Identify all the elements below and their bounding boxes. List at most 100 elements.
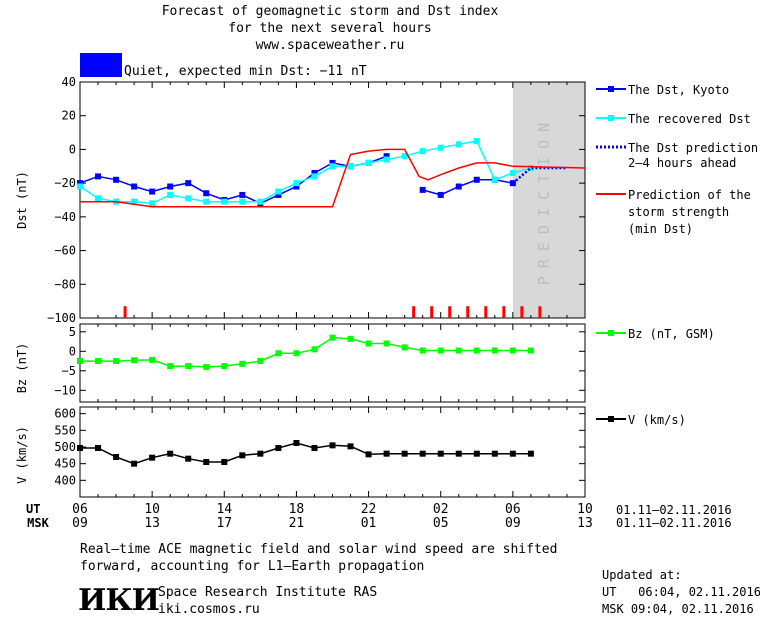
v-ytick-label: 400 — [54, 473, 76, 487]
bz-point — [401, 344, 408, 351]
kyoto-point — [131, 183, 138, 190]
recovered-point — [347, 163, 354, 170]
legend-storm-label-2: storm strength — [628, 205, 730, 219]
recovered-point — [167, 191, 174, 198]
bz-point — [311, 346, 318, 353]
legend-v-symbol — [596, 416, 626, 422]
ut-tick-label: 06 — [72, 502, 88, 517]
updated-ut-time: UT 06:04, 02.11.2016 — [602, 585, 760, 599]
v-ytick-label: 500 — [54, 440, 76, 454]
bz-point — [419, 347, 426, 354]
recovered-point — [509, 170, 516, 177]
bz-point — [383, 340, 390, 347]
msk-date-range: 01.11–02.11.2016 — [616, 516, 732, 530]
v-point — [347, 443, 354, 450]
legend-kyoto-label: The Dst, Kyoto — [628, 83, 730, 97]
v-frame — [79, 406, 586, 498]
prediction-zone-label: PREDICTION — [535, 115, 553, 285]
ut-axis-label: UT — [26, 502, 40, 516]
kyoto-point — [275, 191, 282, 198]
bz-line — [80, 336, 531, 368]
bz-point — [257, 358, 264, 365]
v-point — [329, 442, 336, 449]
bz-point — [95, 358, 102, 365]
kyoto-point — [455, 183, 462, 190]
bz-point — [365, 340, 372, 347]
bz-point — [221, 363, 228, 370]
recovered-point — [401, 153, 408, 160]
kyoto-point — [149, 188, 156, 195]
updated-label: Updated at: — [602, 568, 682, 582]
bz-point — [455, 347, 462, 354]
kyoto-point — [95, 173, 102, 180]
dst-ytick-label: 0 — [69, 142, 76, 156]
recovered-point — [275, 188, 282, 195]
recovered-point — [185, 195, 192, 202]
v-point — [473, 450, 480, 457]
ut-tick-label: 10 — [577, 502, 593, 517]
ut-tick-label: 06 — [505, 502, 521, 517]
v-ylabel: V (km/s) — [15, 426, 29, 484]
bz-point — [185, 363, 192, 370]
bz-point — [239, 360, 246, 367]
recovered-point — [221, 198, 228, 205]
ut-tick-label: 18 — [289, 502, 305, 517]
storm-strength-line — [80, 148, 586, 208]
legend-prediction-symbol — [596, 145, 626, 149]
v-point — [419, 450, 426, 457]
v-point — [113, 454, 120, 460]
v-point — [509, 450, 516, 457]
institute-name: Space Research Institute RAS — [158, 585, 378, 600]
v-ytick-label: 450 — [54, 457, 76, 471]
msk-tick-label: 21 — [289, 516, 305, 531]
institute-website-link[interactable]: iki.cosmos.ru — [158, 602, 260, 617]
recovered-point — [239, 198, 246, 205]
ut-date-range: 01.11–02.11.2016 — [616, 503, 732, 517]
recovered-line — [79, 140, 532, 205]
v-line — [80, 442, 531, 465]
ut-tick-label: 02 — [433, 502, 449, 517]
iki-logo: ИКИ — [78, 583, 160, 618]
v-point — [77, 445, 83, 451]
footer-note-line-2: forward, accounting for L1–Earth propaga… — [80, 559, 425, 574]
v-point — [239, 452, 246, 459]
v-point — [401, 450, 408, 457]
dst-ytick-label: −40 — [54, 210, 76, 224]
recovered-point — [77, 183, 83, 190]
v-point — [365, 451, 372, 458]
kyoto-point — [419, 186, 426, 193]
footer-note-line-1: Real–time ACE magnetic field and solar w… — [80, 542, 558, 557]
v-point — [221, 459, 228, 465]
status-color-swatch — [80, 53, 122, 77]
kyoto-point — [77, 180, 83, 187]
legend-prediction-label-1: The Dst prediction — [628, 141, 759, 155]
recovered-point — [383, 156, 390, 163]
msk-tick-label: 13 — [577, 516, 593, 531]
legend-storm-symbol — [596, 193, 626, 195]
legend-recovered-label: The recovered Dst — [628, 112, 751, 126]
v-point — [383, 450, 390, 457]
bz-point — [473, 347, 480, 354]
recovered-point — [131, 198, 138, 205]
v-point — [203, 459, 210, 465]
bz-point — [131, 357, 138, 364]
msk-tick-label: 01 — [361, 516, 377, 531]
v-point — [149, 454, 156, 461]
v-point — [455, 450, 462, 457]
bz-ytick-label: 5 — [69, 325, 76, 339]
kyoto-point — [473, 176, 480, 183]
bz-point — [437, 347, 444, 354]
v-ytick-label: 550 — [54, 423, 76, 437]
recovered-point — [491, 176, 498, 183]
legend-bz-symbol — [596, 330, 626, 336]
ut-tick-label: 14 — [216, 502, 232, 517]
recovered-point — [455, 141, 462, 148]
dst-ylabel: Dst (nT) — [15, 171, 29, 229]
status-text: Quiet, expected min Dst: −11 nT — [124, 64, 367, 79]
bz-point — [113, 358, 120, 365]
dst-ytick-label: 40 — [62, 75, 76, 89]
kyoto-point — [185, 180, 192, 187]
chart-website-link[interactable]: www.spaceweather.ru — [255, 38, 405, 53]
prediction-zone — [512, 82, 585, 318]
